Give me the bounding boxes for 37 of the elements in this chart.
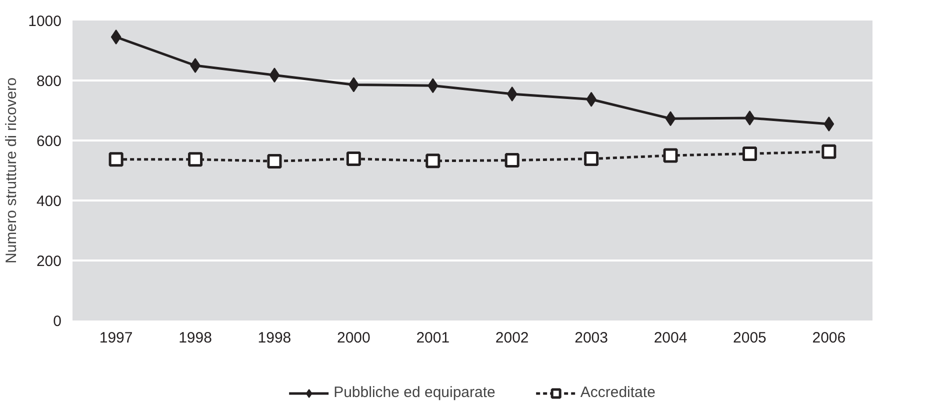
- point: [504, 153, 520, 168]
- point: [742, 146, 757, 161]
- point: [426, 154, 440, 168]
- point: [269, 68, 280, 83]
- point: [663, 148, 678, 163]
- y-tick-label: 200: [36, 253, 62, 270]
- x-tick-label: 2004: [654, 330, 688, 346]
- x-tick-label: 2002: [495, 330, 529, 346]
- y-axis-title: Numero strutture di ricovero: [3, 78, 20, 264]
- point: [744, 110, 755, 126]
- point: [188, 152, 203, 167]
- y-tick-label: 1000: [28, 13, 62, 30]
- x-tick-label: 2006: [812, 330, 846, 346]
- x-tick-label: 1997: [99, 330, 133, 346]
- x-tick-label: 1998: [258, 330, 292, 346]
- x-tick-label: 2001: [416, 330, 450, 346]
- y-tick-label: 800: [36, 73, 62, 90]
- point: [108, 152, 124, 167]
- x-tick-label: 2000: [337, 330, 370, 346]
- x-tick-label: 1998: [178, 330, 212, 346]
- point: [110, 30, 122, 44]
- point: [346, 152, 361, 166]
- point: [506, 86, 518, 102]
- x-tick-label: 2003: [574, 330, 608, 346]
- point: [665, 111, 676, 126]
- y-tick-label: 400: [36, 193, 62, 210]
- point: [584, 152, 599, 166]
- y-tick-label: 600: [36, 133, 62, 150]
- legend-label: Accreditate: [580, 384, 656, 401]
- legend-label: Pubbliche ed equiparate: [334, 384, 496, 401]
- point: [822, 144, 836, 159]
- y-tick-label: 0: [53, 313, 62, 330]
- point: [267, 154, 282, 168]
- point: [428, 78, 438, 94]
- point: [824, 116, 834, 132]
- point: [190, 58, 200, 73]
- x-tick-label: 2005: [733, 330, 766, 346]
